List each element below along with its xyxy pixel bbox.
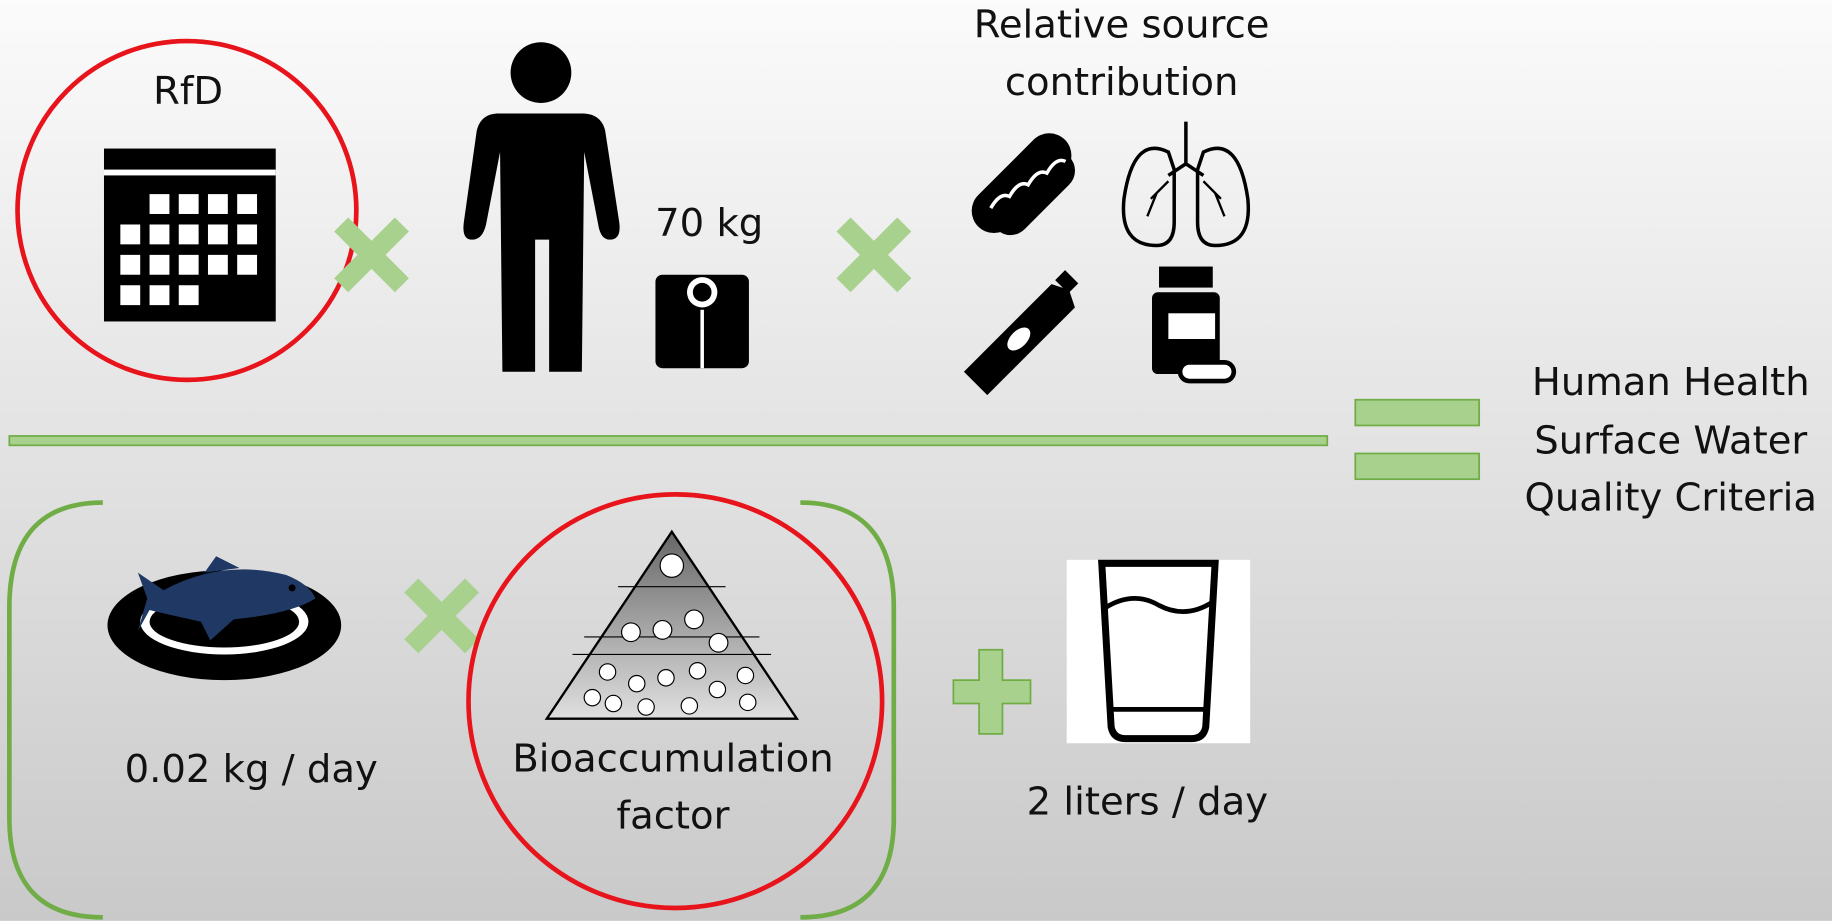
- fraction-line: [9, 436, 1327, 445]
- bioaccumulation-label: factor: [617, 794, 730, 839]
- calendar-icon: [104, 149, 276, 322]
- bioaccumulation-label: Bioaccumulation: [512, 736, 833, 781]
- relative-source-label: contribution: [1005, 60, 1239, 105]
- relative-source-label: Relative source: [974, 3, 1270, 48]
- fish-intake-label: 0.02 kg / day: [125, 747, 378, 792]
- page: RfD 70 kg Relative source contribution: [0, 0, 1832, 921]
- equals-sign: [1355, 453, 1479, 479]
- result-label: Surface Water: [1534, 418, 1807, 463]
- scale-icon: [655, 275, 748, 368]
- result-label: Human Health: [1532, 360, 1810, 405]
- weight-label: 70 kg: [655, 201, 763, 246]
- equals-sign: [1355, 400, 1479, 426]
- water-intake-label: 2 liters / day: [1027, 780, 1268, 825]
- slide: RfD 70 kg Relative source contribution: [0, 0, 1832, 921]
- water-glass-icon: [1067, 560, 1250, 743]
- rfd-label: RfD: [153, 69, 223, 114]
- result-label: Quality Criteria: [1525, 476, 1817, 521]
